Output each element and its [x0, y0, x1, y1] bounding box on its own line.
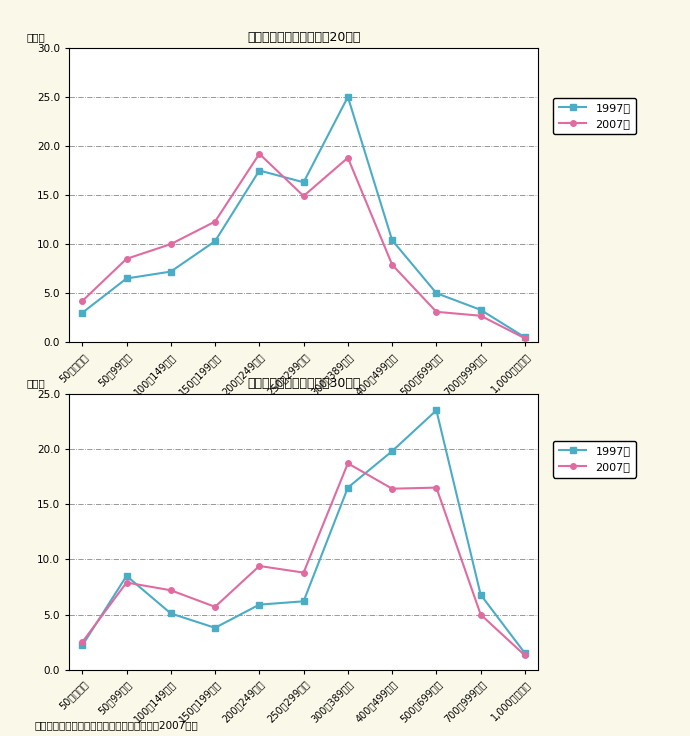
Title: 収入階級別雇用者構成（20代）: 収入階級別雇用者構成（20代） [247, 31, 360, 44]
1997年 [167, 609, 175, 618]
2007年 [432, 308, 440, 316]
Legend: 1997年, 2007年: 1997年, 2007年 [553, 441, 636, 478]
1997年 [477, 590, 485, 599]
2007年 [167, 240, 175, 249]
2007年 [167, 586, 175, 595]
Text: （％）: （％） [27, 32, 46, 42]
1997年 [255, 166, 264, 175]
1997年 [211, 237, 219, 246]
1997年 [299, 178, 308, 187]
2007年 [255, 562, 264, 570]
1997年 [78, 641, 86, 650]
2007年 [344, 153, 352, 162]
Text: （％）: （％） [27, 378, 46, 389]
2007年 [211, 602, 219, 611]
Text: 資料：総務省統計局「就業構造基本調査」（2007年）: 資料：総務省統計局「就業構造基本調査」（2007年） [34, 721, 198, 731]
2007年 [477, 311, 485, 320]
Line: 1997年: 1997年 [79, 94, 528, 340]
2007年 [122, 255, 130, 263]
1997年 [211, 623, 219, 632]
2007年 [255, 149, 264, 158]
1997年 [521, 649, 529, 658]
2007年 [521, 651, 529, 660]
2007年 [78, 637, 86, 647]
1997年 [167, 267, 175, 276]
Legend: 1997年, 2007年: 1997年, 2007年 [553, 98, 636, 135]
2007年 [388, 484, 396, 493]
1997年 [344, 93, 352, 102]
1997年 [122, 274, 130, 283]
2007年 [477, 610, 485, 619]
1997年 [255, 601, 264, 609]
2007年 [299, 191, 308, 200]
1997年 [388, 447, 396, 456]
1997年 [388, 236, 396, 244]
1997年 [299, 597, 308, 606]
2007年 [78, 297, 86, 305]
1997年 [432, 289, 440, 297]
2007年 [521, 334, 529, 343]
1997年 [521, 333, 529, 342]
Line: 2007年: 2007年 [79, 461, 528, 658]
1997年 [432, 406, 440, 415]
1997年 [477, 305, 485, 314]
2007年 [432, 484, 440, 492]
2007年 [211, 217, 219, 226]
Line: 2007年: 2007年 [79, 151, 528, 341]
2007年 [388, 261, 396, 269]
1997年 [78, 308, 86, 317]
Line: 1997年: 1997年 [79, 408, 528, 656]
2007年 [344, 459, 352, 468]
1997年 [344, 484, 352, 492]
Title: 収入階級別雇用者構成（30代）: 収入階級別雇用者構成（30代） [247, 377, 360, 390]
2007年 [299, 568, 308, 577]
2007年 [122, 578, 130, 587]
1997年 [122, 571, 130, 580]
